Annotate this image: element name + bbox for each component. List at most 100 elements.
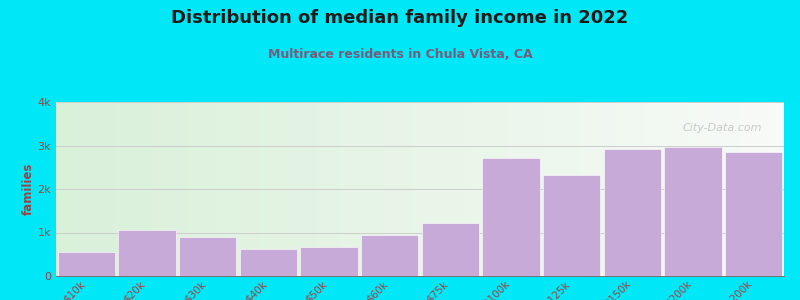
Bar [718,102,726,276]
Bar [638,102,646,276]
Bar [238,102,246,276]
Bar [194,102,202,276]
Bar [406,102,413,276]
Bar [180,102,187,276]
Bar [143,102,150,276]
Bar [770,102,777,276]
Text: Multirace residents in Chula Vista, CA: Multirace residents in Chula Vista, CA [268,48,532,61]
Bar [318,102,326,276]
Bar [129,102,136,276]
Bar [158,102,166,276]
Bar [310,102,318,276]
Bar [179,237,237,276]
Bar [482,158,540,276]
Bar [530,102,537,276]
Bar [267,102,274,276]
Bar [471,102,478,276]
Bar [777,102,784,276]
Bar [762,102,770,276]
Bar [500,102,507,276]
Bar [522,102,530,276]
Bar [223,102,230,276]
Bar [274,102,282,276]
Bar [282,102,289,276]
Bar [456,102,464,276]
Bar [100,102,107,276]
Bar [507,102,514,276]
Bar [150,102,158,276]
Bar [107,102,114,276]
Bar [93,102,100,276]
Bar [725,152,782,276]
Bar [464,102,471,276]
Bar [300,247,358,276]
Bar [216,102,223,276]
Bar [617,102,624,276]
Bar [303,102,310,276]
Bar [333,102,340,276]
Bar [543,175,601,276]
Bar [755,102,762,276]
Bar [340,102,347,276]
Bar [391,102,398,276]
Bar [660,102,667,276]
Bar [136,102,143,276]
Bar [209,102,216,276]
Bar [165,102,173,276]
Bar [558,102,566,276]
Bar [704,102,711,276]
Bar [514,102,522,276]
Bar [697,102,704,276]
Y-axis label: families: families [22,163,34,215]
Bar [296,102,303,276]
Bar [246,102,253,276]
Bar [624,102,631,276]
Bar [239,249,297,276]
Bar [70,102,78,276]
Bar [646,102,653,276]
Bar [690,102,697,276]
Bar [422,223,479,276]
Bar [173,102,180,276]
Bar [667,102,674,276]
Bar [289,102,296,276]
Bar [362,102,369,276]
Bar [420,102,427,276]
Bar [122,102,129,276]
Bar [493,102,500,276]
Bar [326,102,333,276]
Bar [442,102,449,276]
Bar [347,102,354,276]
Bar [631,102,638,276]
Bar [202,102,209,276]
Bar [587,102,594,276]
Bar [449,102,456,276]
Bar [118,230,176,276]
Bar [478,102,486,276]
Text: Distribution of median family income in 2022: Distribution of median family income in … [171,9,629,27]
Bar [78,102,85,276]
Bar [682,102,690,276]
Bar [594,102,602,276]
Bar [610,102,617,276]
Bar [427,102,434,276]
Bar [573,102,580,276]
Bar [580,102,587,276]
Bar [253,102,260,276]
Bar [747,102,755,276]
Bar [726,102,733,276]
Bar [434,102,442,276]
Bar [733,102,740,276]
Bar [740,102,747,276]
Bar [711,102,718,276]
Bar [114,102,122,276]
Bar [63,102,70,276]
Bar [376,102,384,276]
Bar [551,102,558,276]
Bar [58,252,115,276]
Bar [56,102,63,276]
Bar [85,102,93,276]
Bar [537,102,544,276]
Bar [602,102,610,276]
Bar [187,102,194,276]
